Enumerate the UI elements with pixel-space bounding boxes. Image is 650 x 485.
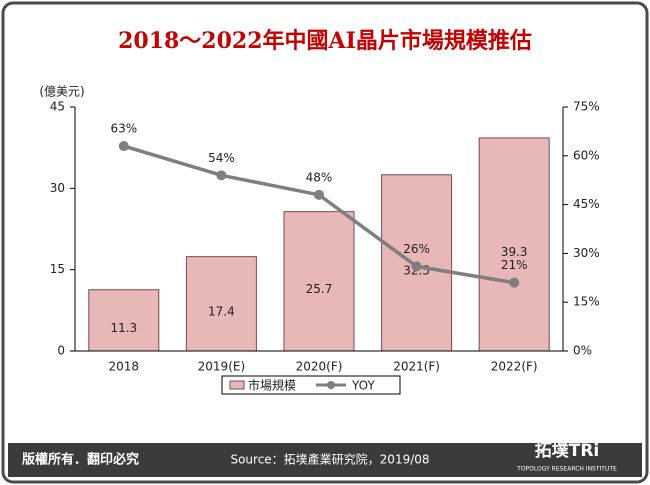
x-tick-label: 2022(F) bbox=[491, 360, 538, 374]
y-tick-label: 45 bbox=[50, 100, 65, 114]
bar-value-label: 17.4 bbox=[208, 304, 235, 318]
x-tick-label: 2018 bbox=[109, 360, 140, 374]
y-axis-label: (億美元) bbox=[39, 85, 84, 99]
line-marker bbox=[118, 141, 129, 152]
y-tick-label: 15 bbox=[50, 262, 65, 276]
line-value-label: 48% bbox=[306, 170, 333, 184]
y-tick-label: 0 bbox=[57, 344, 65, 358]
logo: 拓墣TRi bbox=[535, 441, 600, 461]
y2-tick-label: 30% bbox=[573, 246, 600, 260]
legend-label: 市場規模 bbox=[248, 378, 296, 393]
legend-marker bbox=[327, 381, 335, 389]
bar-value-label: 11.3 bbox=[110, 321, 137, 335]
line-marker bbox=[411, 261, 422, 272]
x-tick-label: 2019(E) bbox=[198, 360, 245, 374]
line-value-label: 21% bbox=[501, 258, 528, 272]
x-tick-label: 2020(F) bbox=[296, 360, 343, 374]
legend-box bbox=[221, 375, 401, 395]
bar-value-label: 39.3 bbox=[501, 245, 528, 259]
chart-title: 2018～2022年中國AI晶片市場規模推估 bbox=[118, 28, 532, 54]
legend-label: YOY bbox=[351, 379, 375, 393]
line-value-label: 26% bbox=[403, 242, 430, 256]
line-marker bbox=[314, 189, 324, 200]
bar bbox=[478, 137, 550, 352]
line-marker bbox=[509, 277, 520, 288]
y2-tick-label: 0% bbox=[573, 344, 592, 358]
logo-subtitle: TOPOLOGY RESEARCH INSTITUTE bbox=[516, 466, 617, 473]
y2-tick-label: 60% bbox=[573, 148, 600, 162]
copyright: 版權所有．翻印必究 bbox=[22, 452, 139, 468]
bar-value-label: 25.7 bbox=[306, 282, 333, 296]
line-value-label: 54% bbox=[208, 151, 235, 165]
x-tick-label: 2021(F) bbox=[393, 360, 440, 374]
y2-tick-label: 75% bbox=[573, 100, 600, 114]
y2-tick-label: 45% bbox=[573, 197, 600, 211]
line-value-label: 63% bbox=[110, 122, 137, 136]
y-tick-label: 30 bbox=[50, 181, 65, 195]
y2-tick-label: 15% bbox=[573, 295, 600, 309]
line-marker bbox=[216, 170, 227, 181]
source: Source：拓墣產業研究院，2019/08 bbox=[230, 452, 429, 467]
footer-bar bbox=[8, 443, 642, 477]
legend-swatch bbox=[229, 380, 245, 390]
